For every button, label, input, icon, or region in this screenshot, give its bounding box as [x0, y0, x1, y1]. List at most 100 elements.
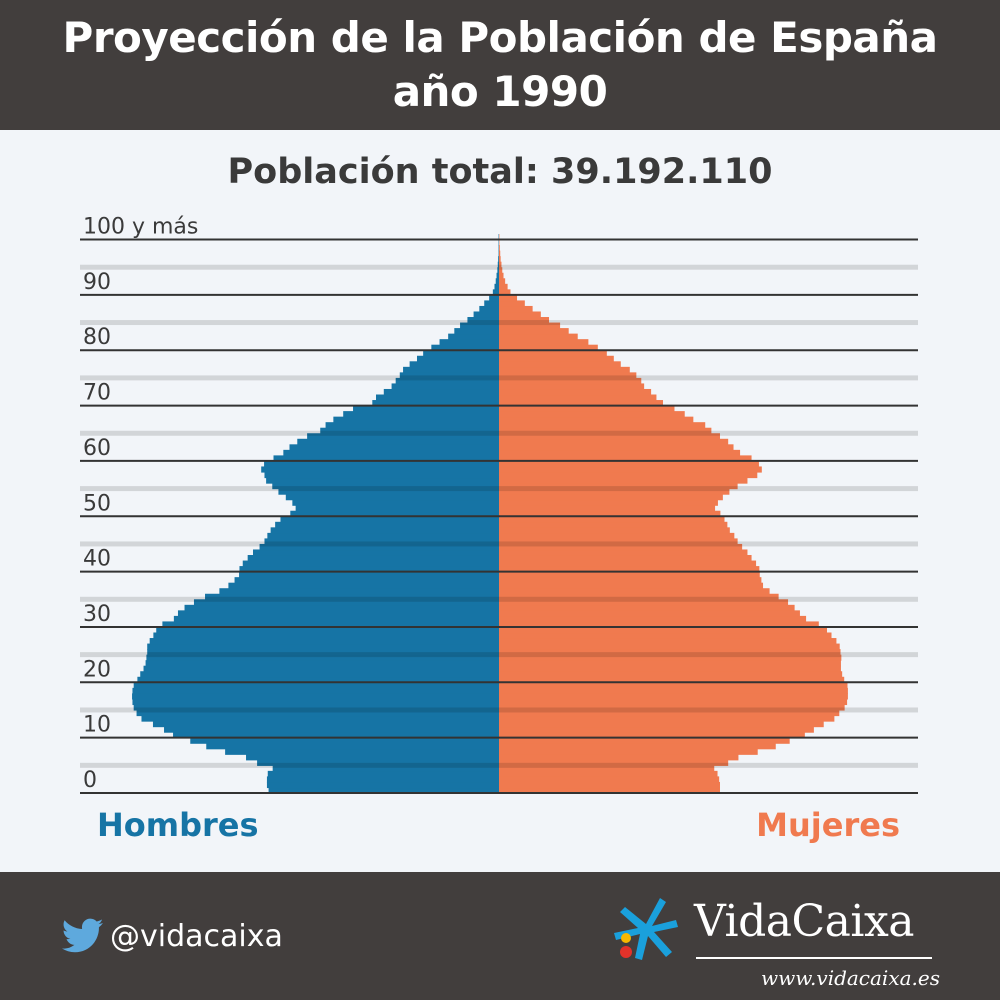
- bar-male-age-24: [146, 654, 499, 661]
- bar-male-age-9: [190, 737, 499, 744]
- bar-female-age-57: [499, 471, 758, 479]
- bar-female-age-61: [499, 449, 741, 456]
- title-line-1: Proyección de la Población de España: [62, 13, 938, 62]
- bar-male-age-47: [270, 527, 499, 534]
- bar-male-age-63: [297, 438, 499, 445]
- bar-male-age-23: [145, 660, 499, 667]
- bar-female-age-86: [499, 311, 541, 318]
- bar-female-age-91: [499, 283, 508, 290]
- bar-male-age-10: [173, 732, 500, 739]
- bar-male-age-89: [489, 294, 499, 302]
- y-tick-label-1: 10: [83, 713, 111, 738]
- bar-male-age-21: [140, 671, 499, 678]
- bar-female-age-97: [499, 250, 501, 257]
- y-tick-label-4: 40: [83, 547, 111, 572]
- bar-female-age-36: [499, 588, 770, 595]
- bar-female-age-53: [499, 494, 723, 501]
- bar-male-age-20: [137, 676, 499, 683]
- bar-female-age-46: [499, 532, 735, 540]
- y-tick-label-5: 50: [83, 491, 111, 516]
- bar-male-age-71: [376, 394, 499, 401]
- band-age-45: [80, 541, 918, 547]
- bar-male-age-87: [479, 305, 499, 313]
- bar-male-age-48: [275, 521, 499, 528]
- y-tick-label-3: 30: [83, 602, 111, 627]
- bar-female-age-85: [499, 317, 550, 324]
- bar-male-age-14: [136, 709, 499, 717]
- bar-male-age-64: [307, 433, 499, 440]
- bar-female-age-71: [499, 394, 657, 401]
- bar-female-age-35: [499, 593, 779, 600]
- bar-female-age-66: [499, 422, 706, 429]
- bar-male-age-12: [152, 721, 499, 728]
- bar-male-age-39: [239, 571, 499, 578]
- bar-male-age-73: [391, 383, 499, 390]
- band-age-75: [80, 375, 918, 381]
- bar-female-age-63: [499, 438, 729, 445]
- bar-male-age-6: [246, 754, 499, 761]
- bar-female-age-51: [499, 505, 716, 512]
- bar-female-age-89: [499, 294, 518, 302]
- bar-female-age-30: [499, 621, 819, 628]
- bar-female-age-1: [499, 781, 720, 789]
- bar-female-age-98: [499, 245, 500, 252]
- bar-male-age-88: [484, 300, 499, 307]
- twitter-link[interactable]: @vidacaixa: [62, 918, 283, 954]
- bar-male-age-5: [257, 759, 499, 766]
- tick-labels-group: 0 10 20 30 40 50 60 70 80 90 100 y más: [83, 215, 198, 793]
- bar-male-age-35: [205, 593, 499, 600]
- band-age-15: [80, 707, 918, 713]
- bar-female-age-95: [499, 261, 502, 268]
- bar-female-age-19: [499, 682, 848, 689]
- bar-male-age-0: [268, 787, 499, 794]
- band-age-55: [80, 486, 918, 492]
- brand-url[interactable]: www.vidacaixa.es: [761, 966, 940, 990]
- bar-female-age-96: [499, 256, 501, 263]
- bar-male-age-18: [132, 687, 499, 694]
- bar-male-age-25: [147, 649, 499, 656]
- bar-male-age-26: [147, 643, 499, 650]
- bar-female-age-24: [499, 654, 842, 661]
- bar-male-age-34: [193, 599, 499, 606]
- caixa-star-icon: [614, 898, 678, 960]
- bar-male-age-60: [273, 455, 499, 462]
- y-tick-label-6: 60: [83, 436, 111, 461]
- bar-male-age-58: [261, 466, 499, 473]
- bar-female-age-15: [499, 704, 845, 711]
- band-age-5: [80, 762, 918, 768]
- bar-male-age-15: [133, 704, 499, 711]
- bar-male-age-11: [164, 726, 499, 733]
- bar-male-age-96: [498, 256, 499, 263]
- bar-male-age-85: [467, 317, 499, 324]
- bar-male-age-29: [156, 626, 500, 634]
- bar-male-age-13: [141, 715, 500, 722]
- bar-male-age-33: [184, 604, 499, 611]
- vidacaixa-brand[interactable]: VidaCaixa www.vidacaixa.es: [610, 890, 940, 990]
- bar-male-age-1: [266, 781, 499, 789]
- bar-female-age-54: [499, 488, 730, 495]
- legend-female-label: Mujeres: [756, 806, 900, 844]
- bar-male-age-44: [259, 543, 499, 551]
- bar-male-age-41: [242, 560, 499, 567]
- twitter-handle[interactable]: @vidacaixa: [110, 918, 283, 954]
- bar-male-age-74: [395, 377, 499, 385]
- bar-male-age-3: [267, 770, 499, 777]
- bar-male-age-79: [423, 350, 499, 357]
- bar-female-age-9: [499, 737, 790, 744]
- bar-female-age-41: [499, 560, 757, 567]
- bar-male-age-49: [280, 516, 499, 523]
- bar-male-age-75: [399, 372, 499, 379]
- bar-male-age-22: [143, 665, 499, 672]
- bar-male-age-84: [460, 322, 499, 329]
- bar-female-age-62: [499, 444, 734, 451]
- bar-male-age-43: [253, 549, 499, 556]
- bar-female-age-77: [499, 361, 621, 368]
- bar-male-age-8: [206, 743, 499, 750]
- bar-female-age-44: [499, 543, 743, 551]
- band-age-85: [80, 320, 918, 326]
- bar-female-age-34: [499, 599, 789, 606]
- y-tick-label-7: 70: [83, 381, 111, 406]
- title-line-2: año 1990: [392, 67, 608, 116]
- header: Proyección de la Población de España año…: [0, 0, 1000, 130]
